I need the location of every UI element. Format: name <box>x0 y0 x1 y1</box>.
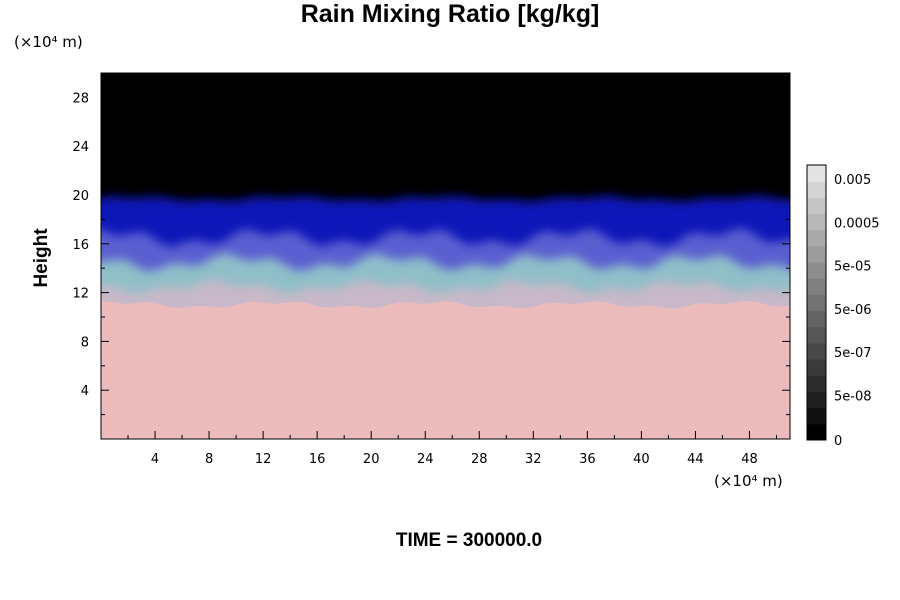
x-tick-label: 4 <box>151 452 159 467</box>
colorbar-swatch <box>807 278 826 295</box>
colorbar-swatch <box>807 262 826 279</box>
colorbar-swatch <box>807 197 826 215</box>
colorbar-swatch <box>807 359 826 376</box>
time-label: TIME = 300000.0 <box>395 530 543 551</box>
y-axis-unit: (×10⁴ m) <box>14 33 83 51</box>
colorbar-swatch <box>807 213 826 231</box>
chart-title: Rain Mixing Ratio [kg/kg] <box>300 0 600 28</box>
y-tick-label: 20 <box>72 189 89 204</box>
colorbar-swatch <box>807 165 826 182</box>
colorbar-frame <box>806 164 827 441</box>
y-axis-label: Height <box>31 228 52 288</box>
x-tick-label: 44 <box>687 452 704 467</box>
colorbar-swatch <box>807 326 826 344</box>
x-axis-unit: (×10⁴ m) <box>714 472 783 490</box>
y-tick-label: 24 <box>72 140 89 155</box>
x-tick-label: 24 <box>417 452 434 467</box>
colorbar-swatch <box>807 229 826 247</box>
colorbar-swatch <box>807 375 826 392</box>
colorbar-swatch <box>807 423 826 441</box>
colorbar-swatch <box>807 181 826 198</box>
x-tick-label: 12 <box>255 452 272 467</box>
colorbar-tick-label: 0.005 <box>834 173 871 188</box>
x-tick-label: 20 <box>363 452 380 467</box>
colorbar-swatch <box>807 294 826 312</box>
colorbar-tick-label: 5e-08 <box>834 390 872 405</box>
colorbar-tick-label: 0.0005 <box>834 216 880 231</box>
x-tick-label: 8 <box>205 452 213 467</box>
y-tick-label: 12 <box>72 287 89 302</box>
colorbar-swatch <box>807 342 826 360</box>
colorbar: 0.005 0.0005 5e-05 5e-06 5e-07 5e-08 0 <box>806 164 880 449</box>
x-tick-label: 28 <box>471 452 488 467</box>
plot-frame <box>100 72 791 440</box>
y-tick-label: 4 <box>81 384 89 399</box>
y-axis: 4 8 12 16 20 24 28 <box>72 72 790 416</box>
x-tick-label: 36 <box>579 452 596 467</box>
colorbar-tick-label: 5e-05 <box>834 260 872 275</box>
heatmap-field <box>101 73 790 439</box>
colorbar-tick-label: 0 <box>834 434 842 449</box>
y-tick-label: 28 <box>72 91 89 106</box>
colorbar-swatch <box>807 245 826 263</box>
y-tick-label: 16 <box>72 238 89 253</box>
colorbar-swatch <box>807 407 826 425</box>
colorbar-tick-label: 5e-06 <box>834 303 872 318</box>
colorbar-swatch <box>807 310 826 328</box>
y-tick-label: 8 <box>81 335 89 350</box>
x-axis: 4 8 12 16 20 24 28 32 36 40 44 48 <box>127 73 777 467</box>
x-tick-label: 40 <box>633 452 650 467</box>
x-tick-label: 16 <box>309 452 326 467</box>
field-lower-fill <box>101 312 790 439</box>
x-tick-label: 32 <box>525 452 542 467</box>
x-tick-label: 48 <box>741 452 758 467</box>
colorbar-swatch <box>807 391 826 409</box>
colorbar-tick-label: 5e-07 <box>834 346 872 361</box>
